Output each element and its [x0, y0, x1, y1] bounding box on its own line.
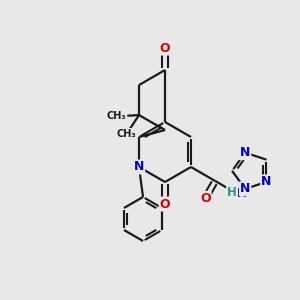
Text: H: H [227, 186, 237, 199]
Text: N: N [237, 187, 247, 200]
Text: O: O [200, 192, 211, 205]
Text: CH₃: CH₃ [107, 111, 127, 122]
Text: O: O [160, 197, 170, 211]
Text: N: N [240, 146, 250, 159]
Text: CH₃: CH₃ [117, 129, 136, 139]
Text: O: O [160, 41, 170, 55]
Text: N: N [240, 182, 250, 195]
Text: N: N [134, 160, 144, 173]
Text: N: N [261, 176, 272, 188]
